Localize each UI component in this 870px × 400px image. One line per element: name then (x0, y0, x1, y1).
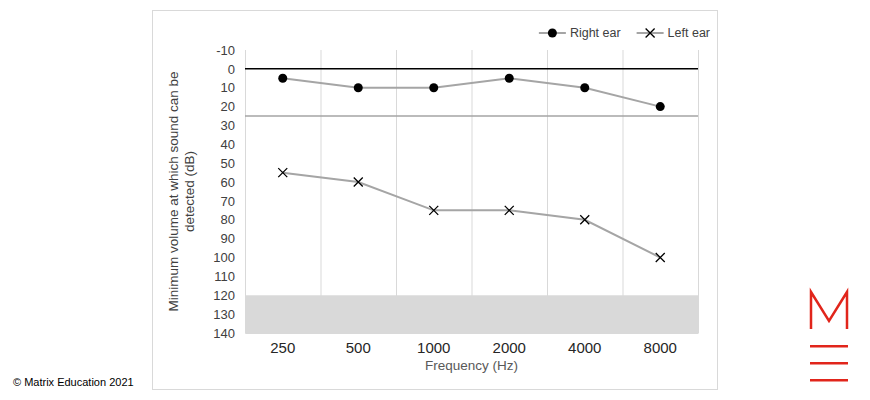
x-tick: 2000 (493, 333, 526, 356)
logo-bar (810, 379, 848, 382)
grid-line (472, 50, 473, 333)
legend-marker (548, 29, 557, 38)
x-axis-title: Frequency (Hz) (425, 358, 518, 373)
marker (429, 83, 438, 92)
y-tick-label: 50 (221, 156, 235, 171)
y-tick-label: 110 (214, 269, 235, 284)
y-tick: 60 (221, 175, 245, 190)
grid-line (245, 50, 246, 333)
y-tick: 80 (221, 212, 245, 227)
y-tick-label: 130 (213, 307, 235, 322)
series (278, 168, 665, 262)
reference-line (245, 115, 698, 117)
marker (505, 74, 514, 83)
legend: Right ear Left ear (539, 26, 710, 40)
grid-line (547, 50, 548, 333)
reference-lines (245, 69, 698, 116)
legend-marker (646, 29, 655, 38)
annotation: © Matrix Education 2021 (13, 376, 134, 388)
y-tick: 120 (213, 288, 245, 303)
y-tick-label: 40 (221, 137, 235, 152)
y-tick-label: 120 (213, 288, 235, 303)
y-axis-title-line: detected (dB) (182, 151, 197, 232)
y-axis-title: Minimum volume at which sound can bedete… (166, 71, 197, 311)
x-axis-line (246, 333, 699, 334)
y-tick-label: 0 (228, 62, 235, 77)
y-axis-title-line: Minimum volume at which sound can be (166, 71, 181, 311)
y-tick-label: 140 (213, 326, 235, 341)
y-tick-label: -10 (216, 43, 235, 58)
x-tick-label: 8000 (644, 339, 677, 356)
y-tick: 20 (221, 99, 245, 114)
marker (580, 83, 589, 92)
logo-bar (810, 362, 848, 365)
series (278, 74, 665, 111)
grid-line (623, 50, 624, 333)
marker (354, 178, 363, 187)
logo (810, 292, 848, 382)
y-tick-label: 20 (221, 99, 235, 114)
y-tick-label: 100 (213, 250, 235, 265)
y-tick: 30 (221, 118, 245, 133)
y-tick-label: 90 (221, 231, 235, 246)
marker (278, 168, 287, 177)
y-tick: 10 (221, 80, 245, 95)
reference-line (245, 68, 698, 70)
x-axis: 250 500 1000 2000 4000 8000 (246, 333, 699, 356)
x-tick: 250 (270, 333, 295, 356)
x-tick-label: 1000 (417, 339, 450, 356)
y-tick-label: 30 (221, 118, 235, 133)
plot-frame (698, 50, 699, 333)
y-tick-label: 80 (221, 212, 235, 227)
marker (505, 206, 514, 215)
y-tick: 0 (228, 62, 245, 77)
y-tick-label: 70 (221, 194, 235, 209)
legend-label: Left ear (668, 26, 710, 40)
y-tick: 40 (221, 137, 245, 152)
logo-mark (811, 292, 847, 329)
marker (354, 83, 363, 92)
x-tick: 1000 (417, 333, 450, 356)
grid-line (321, 50, 322, 333)
series-group (278, 74, 665, 262)
y-tick: 130 (213, 307, 245, 322)
x-tick: 500 (346, 333, 371, 356)
y-tick: 110 (214, 269, 245, 284)
chart-frame (153, 11, 718, 390)
legend-entry: Left ear (637, 26, 710, 40)
legend-entry: Right ear (539, 26, 621, 40)
y-axis-line (245, 51, 246, 334)
marker (656, 253, 665, 262)
series-line (283, 173, 661, 258)
y-tick-label: 10 (221, 80, 235, 95)
y-tick: -10 (216, 43, 245, 58)
x-tick-label: 250 (270, 339, 295, 356)
y-tick: 140 (213, 326, 245, 341)
y-axis: -10 0 10 20 30 40 50 60 70 80 90 100 110 120 130 140 (213, 43, 245, 341)
x-tick: 8000 (644, 333, 677, 356)
chart: -10 0 10 20 30 40 50 60 70 80 90 100 110 120 130 140 250… (0, 0, 870, 400)
marker (278, 74, 287, 83)
x-tick-label: 2000 (493, 339, 526, 356)
legend-symbol (646, 29, 655, 38)
x-tick-label: 500 (346, 339, 371, 356)
legend-symbol (548, 29, 557, 38)
marker (580, 215, 589, 224)
grid (246, 50, 699, 333)
y-tick: 50 (221, 156, 245, 171)
legend-label: Right ear (570, 26, 621, 40)
grid-line (396, 50, 397, 333)
y-tick-label: 60 (221, 175, 235, 190)
logo-bar (810, 345, 848, 348)
marker (656, 102, 665, 111)
x-tick: 4000 (568, 333, 601, 356)
y-tick: 70 (221, 194, 245, 209)
y-tick: 90 (221, 231, 245, 246)
x-tick-label: 4000 (568, 339, 601, 356)
y-tick: 100 (213, 250, 245, 265)
marker (429, 206, 438, 215)
series-line (283, 78, 661, 106)
